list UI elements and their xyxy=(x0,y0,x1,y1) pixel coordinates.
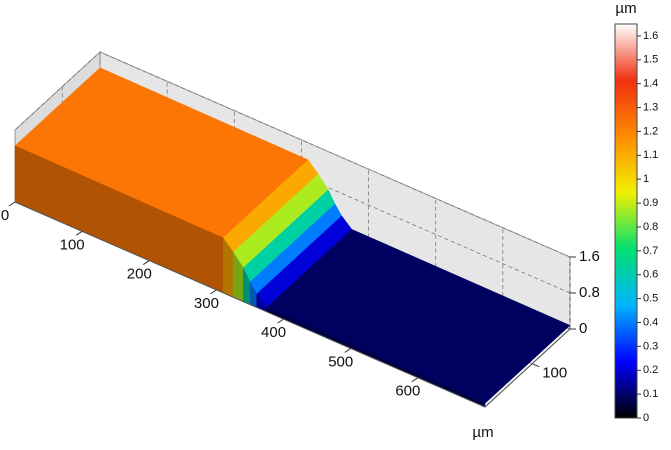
colorbar-tick-label: 0 xyxy=(643,412,649,424)
colorbar-tick-label: 1.3 xyxy=(643,101,658,113)
colorbar-tick-label: 1.2 xyxy=(643,125,658,137)
colorbar-tick-label: 1.1 xyxy=(643,149,658,161)
colorbar-tick-label: 1 xyxy=(643,173,649,185)
grid-line xyxy=(14,51,571,258)
x-tick-label: 0 xyxy=(1,207,9,224)
colorbar-tick-label: 0.7 xyxy=(643,245,658,257)
x-tick xyxy=(277,318,284,324)
colorbar-tick-label: 0.1 xyxy=(643,388,658,400)
y-tick-label: 100 xyxy=(542,365,567,382)
colorbar-tick-label: 1.4 xyxy=(643,78,658,90)
x-tick-label: 400 xyxy=(261,324,286,341)
x-tick xyxy=(210,289,217,295)
z-tick-label: 0.8 xyxy=(579,284,600,301)
x-tick xyxy=(75,230,83,236)
z-tick-label: 0 xyxy=(579,320,587,337)
x-tick-label: 300 xyxy=(194,295,219,312)
colorbar-tick-label: 1.6 xyxy=(643,30,658,42)
colorbar: 0 0.1 0.2 0.3 0.4 0.5 0.6 0.7 0.8 0.9 1 1.1 1.2 1.3 1.… xyxy=(614,23,658,424)
colorbar-body xyxy=(614,23,638,419)
x-tick xyxy=(8,201,16,207)
colorbar-tick-label: 0.8 xyxy=(643,221,658,233)
y-axis-line xyxy=(484,328,571,408)
x-tick xyxy=(411,377,419,383)
x-tick-label: 100 xyxy=(60,236,85,253)
colorbar-tick-label: 0.4 xyxy=(643,316,658,328)
x-tick-label: 600 xyxy=(395,383,420,400)
x-tick xyxy=(143,260,150,265)
colorbar-tick-label: 1.5 xyxy=(643,54,658,66)
x-axis-unit: µm xyxy=(472,424,493,441)
colorbar-unit: µm xyxy=(615,0,636,17)
colorbar-tick-label: 0.5 xyxy=(643,293,658,305)
x-tick xyxy=(344,348,351,353)
x-axis-line xyxy=(14,201,486,408)
z-tick-label: 1.6 xyxy=(579,248,600,265)
colorbar-tick-label: 0.9 xyxy=(643,197,658,209)
y-tick xyxy=(532,363,540,368)
x-tick-label: 200 xyxy=(127,266,152,283)
colorbar-tick-label: 0.6 xyxy=(643,269,658,281)
x-tick-label: 500 xyxy=(328,353,353,370)
colorbar-tick-label: 0.3 xyxy=(643,340,658,352)
colorbar-tick-label: 0.2 xyxy=(643,364,658,376)
